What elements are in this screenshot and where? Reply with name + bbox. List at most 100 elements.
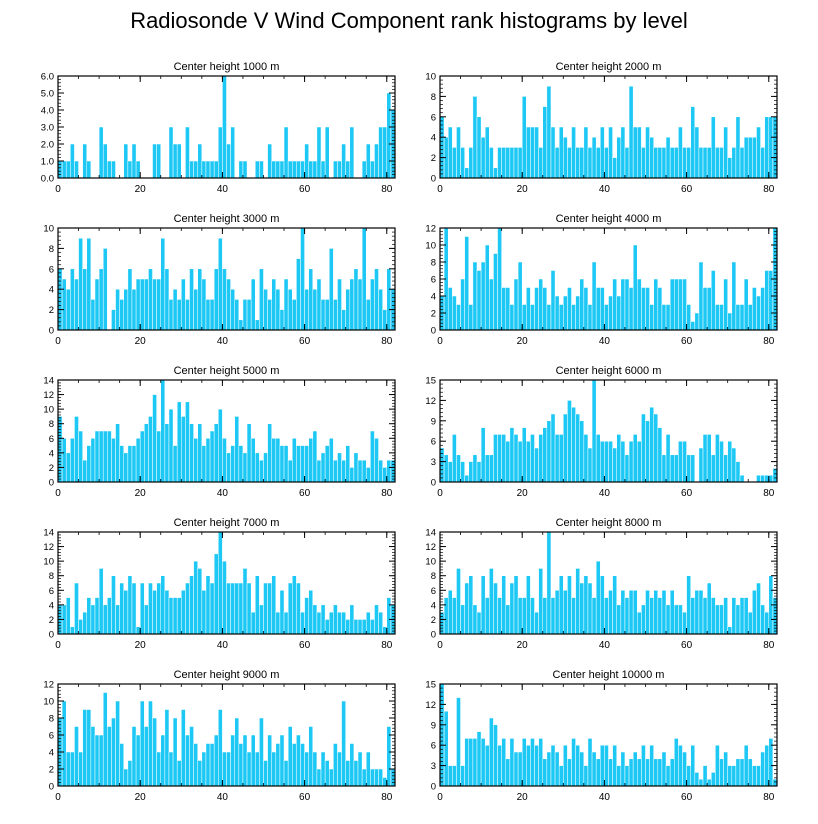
bar: [374, 438, 379, 483]
bar: [612, 744, 617, 787]
bar: [472, 738, 478, 787]
bar: [275, 611, 281, 635]
x-tick-label: 80: [763, 488, 775, 499]
bar: [538, 568, 543, 635]
bar: [312, 604, 318, 635]
bar: [476, 270, 482, 331]
y-tick-label: 0.0: [41, 174, 54, 185]
bar: [312, 160, 318, 179]
plot-frame: [439, 379, 778, 483]
bar: [61, 700, 67, 787]
y-tick-label: 8: [431, 571, 436, 582]
y-tick-label: 6: [49, 434, 54, 445]
bar: [489, 717, 494, 787]
bar: [308, 268, 314, 331]
bar: [620, 278, 626, 331]
y-tick-label: 8: [49, 244, 54, 255]
bar: [653, 147, 659, 179]
bar: [641, 287, 646, 331]
bar: [94, 734, 100, 787]
x-tick-label: 60: [681, 184, 693, 195]
bar: [768, 116, 774, 179]
bar: [135, 160, 141, 179]
bar: [727, 157, 733, 179]
bar: [723, 278, 728, 331]
bar: [464, 236, 470, 331]
histogram-panel-6: Center height 6000 m 0 20 40 60 80 0 3 6 9 12 15: [425, 365, 778, 499]
bar: [686, 304, 691, 331]
bar: [201, 160, 207, 179]
y-tick-label: 6: [431, 112, 436, 123]
bar: [628, 287, 634, 331]
bar: [61, 160, 67, 179]
y-tick-label: 8: [431, 92, 436, 103]
bar: [57, 416, 63, 483]
x-tick-label: 60: [681, 640, 693, 651]
bar: [505, 758, 511, 787]
bar: [554, 590, 560, 635]
bar: [628, 440, 634, 483]
bar: [102, 248, 108, 331]
y-tick-label: 6: [431, 586, 436, 597]
y-tick-label: 9: [431, 416, 436, 427]
bar: [193, 438, 198, 483]
bar: [172, 445, 178, 483]
bar: [509, 147, 515, 179]
bar: [61, 438, 67, 483]
bar: [152, 590, 157, 635]
bar: [719, 304, 724, 331]
bar: [460, 278, 465, 331]
bar: [61, 278, 67, 331]
bar: [333, 299, 338, 331]
bar: [616, 136, 622, 179]
plot-frame: [57, 379, 396, 483]
bar: [456, 454, 461, 483]
bar: [152, 717, 157, 787]
plot-frame: [439, 683, 778, 787]
bar: [292, 743, 297, 787]
bar: [337, 611, 342, 635]
y-tick-label: 4: [49, 285, 54, 296]
bar: [604, 744, 609, 787]
bar: [283, 760, 289, 787]
x-tick-label: 80: [381, 488, 393, 499]
bar: [731, 765, 737, 787]
bar: [337, 160, 342, 179]
bar: [579, 420, 585, 483]
bar: [686, 147, 691, 179]
bar: [489, 568, 494, 635]
bar: [624, 765, 630, 787]
main-title: Radiosonde V Wind Component rank histogr…: [130, 8, 688, 33]
y-tick-label: 3: [431, 761, 436, 772]
bar: [189, 160, 194, 179]
bar: [484, 744, 490, 787]
bar: [349, 278, 355, 331]
bar: [665, 136, 671, 179]
bar: [649, 304, 654, 331]
bar: [205, 299, 211, 331]
bar: [353, 452, 359, 483]
bar: [620, 440, 626, 483]
x-tick-label: 80: [381, 336, 393, 347]
x-tick-label: 40: [599, 640, 611, 651]
bar: [222, 560, 227, 635]
histogram-panel-10: Center height 10000 m 0 20 40 60 80 0 3 6 9 12 15: [425, 669, 778, 803]
y-tick-label: 10: [425, 72, 436, 83]
bar: [669, 758, 675, 787]
bar: [98, 430, 104, 483]
y-tick-label: 6: [49, 586, 54, 597]
bar: [250, 278, 256, 331]
bar: [168, 126, 174, 179]
bar: [181, 278, 186, 331]
bar: [538, 738, 543, 787]
bar: [620, 590, 626, 635]
bar: [608, 295, 613, 331]
bar: [517, 597, 523, 635]
bar: [645, 287, 650, 331]
bar: [152, 143, 157, 179]
bar: [526, 744, 531, 787]
histogram-panel-9: Center height 9000 m 0 20 40 60 80 0 2 4 6 8 10 12: [43, 669, 396, 803]
bar: [107, 160, 112, 179]
bar: [591, 136, 597, 179]
bar: [242, 452, 248, 483]
